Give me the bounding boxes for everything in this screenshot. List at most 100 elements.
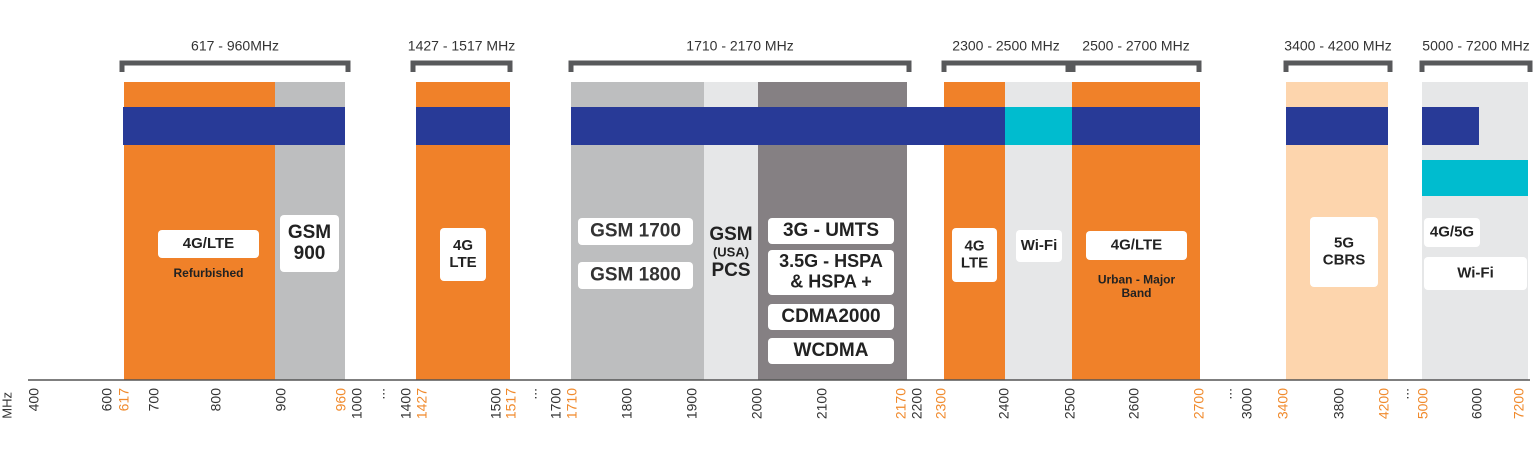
- range-bracket: [119, 60, 351, 72]
- band-label: Wi-Fi: [1021, 237, 1058, 254]
- band-label: WCDMA: [794, 340, 869, 361]
- tick-label: 400: [26, 388, 42, 412]
- band-label: 4G/LTE: [1111, 236, 1162, 253]
- band-label: 4G: [964, 238, 984, 255]
- tick-label: 2500: [1062, 388, 1078, 419]
- tick-label: 2200: [909, 388, 925, 419]
- label-box: [768, 338, 894, 364]
- range-label: 1710 - 2170 MHz: [686, 38, 793, 54]
- tick-label: 6000: [1469, 388, 1485, 419]
- label-box: [1016, 230, 1062, 262]
- tick-label: 1710: [564, 388, 580, 419]
- band-label: LTE: [449, 254, 476, 271]
- tick-label: 900: [273, 388, 289, 412]
- tick-label: 2300: [933, 388, 949, 419]
- label-box: [440, 228, 486, 281]
- blue-strips: [123, 107, 1528, 196]
- tick-label: 5000: [1415, 388, 1431, 419]
- range-bracket: [941, 60, 1071, 72]
- label-box: [768, 250, 894, 295]
- tick-label: ...: [1396, 388, 1412, 400]
- range-label: 3400 - 4200 MHz: [1284, 38, 1391, 54]
- tick-label: 2000: [749, 388, 765, 419]
- range-bracket: [1070, 60, 1202, 72]
- band-label: CBRS: [1323, 251, 1366, 268]
- tick-label: 3800: [1331, 388, 1347, 419]
- label-box: [1424, 218, 1480, 247]
- tick-label: 1500: [488, 388, 504, 419]
- band-label: LTE: [961, 254, 988, 271]
- band-label: 4G/LTE: [183, 235, 234, 252]
- strip: [416, 107, 510, 145]
- band-label: 900: [294, 243, 326, 264]
- tick-label: 600: [99, 388, 115, 412]
- tick-label: 1700: [548, 388, 564, 419]
- tick-label: 2400: [996, 388, 1012, 419]
- range-label: 5000 - 7200 MHz: [1422, 38, 1529, 54]
- strip: [1286, 107, 1388, 145]
- band-label: GSM 1700: [590, 221, 681, 242]
- label-box: [1086, 231, 1187, 260]
- band-label: GSM: [709, 224, 752, 245]
- tick-label: 1427: [414, 388, 430, 419]
- range-label: 2500 - 2700 MHz: [1082, 38, 1189, 54]
- band-label: CDMA2000: [781, 306, 880, 327]
- range-label: 2300 - 2500 MHz: [952, 38, 1059, 54]
- tick-label: ...: [1219, 388, 1235, 400]
- tick-label: ...: [524, 388, 540, 400]
- label-box: [578, 262, 693, 289]
- band-label: Wi-Fi: [1457, 264, 1494, 281]
- label-box: [1424, 257, 1527, 290]
- range-label: 1427 - 1517 MHz: [408, 38, 515, 54]
- tick-label: 4200: [1376, 388, 1392, 419]
- band-label: PCS: [711, 260, 750, 281]
- tick-label: 1517: [503, 388, 519, 419]
- band-label: Refurbished: [173, 266, 243, 280]
- strip: [123, 107, 345, 145]
- tick-label: 1000: [349, 388, 365, 419]
- label-box: [1310, 217, 1378, 287]
- label-box: [952, 228, 997, 282]
- tick-label: 7200: [1511, 388, 1527, 419]
- strip: [1422, 107, 1479, 145]
- tick-label: 800: [208, 388, 224, 412]
- band-label: 4G/5G: [1430, 223, 1474, 240]
- range-label: 617 - 960MHz: [191, 38, 279, 54]
- strip: [1422, 160, 1528, 196]
- tick-label: 2100: [814, 388, 830, 419]
- strip: [571, 107, 1005, 145]
- label-box: [158, 230, 259, 258]
- band-label: GSM: [288, 222, 331, 243]
- tick-label: 2600: [1126, 388, 1142, 419]
- tick-label: 1800: [619, 388, 635, 419]
- tick-label: 2170: [893, 388, 909, 419]
- tick-label: ...: [372, 388, 388, 400]
- band-label: Band: [1122, 286, 1152, 300]
- label-box: [768, 218, 894, 244]
- band-label: 3.5G - HSPA: [779, 251, 883, 271]
- tick-label: 617: [116, 388, 132, 412]
- tick-label: 1900: [684, 388, 700, 419]
- tick-label: 2700: [1191, 388, 1207, 419]
- tick-label: 3000: [1239, 388, 1255, 419]
- strip: [1072, 107, 1200, 145]
- band-label: & HSPA +: [790, 271, 872, 291]
- range-bracket: [1283, 60, 1393, 72]
- unit-label: MHz: [0, 392, 14, 419]
- range-bracket: [1419, 60, 1533, 72]
- band-label: Urban - Major: [1098, 272, 1176, 286]
- tick-label: 3400: [1275, 388, 1291, 419]
- tick-label: 960: [333, 388, 349, 412]
- label-box: [768, 304, 894, 330]
- tick-label: 700: [146, 388, 162, 412]
- label-box: [578, 218, 693, 245]
- tick-label: 1400: [398, 388, 414, 419]
- band-label: 4G: [453, 237, 473, 254]
- band-label: 3G - UMTS: [783, 220, 879, 241]
- band-label: 5G: [1334, 235, 1354, 252]
- band-label: GSM 1800: [590, 265, 681, 286]
- band-label: (USA): [713, 244, 749, 259]
- range-bracket: [568, 60, 912, 72]
- range-bracket: [410, 60, 513, 72]
